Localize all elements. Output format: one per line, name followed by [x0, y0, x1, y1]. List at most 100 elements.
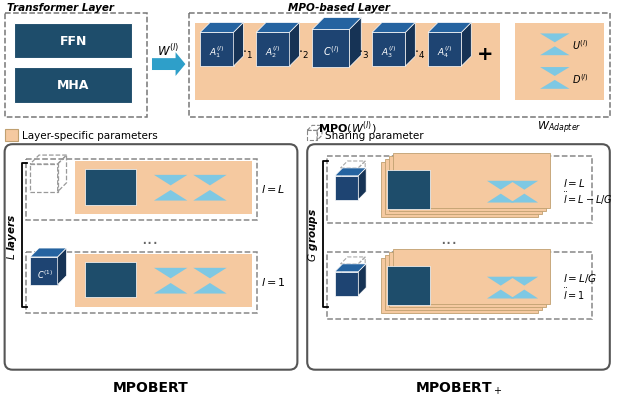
- Bar: [30, 164, 57, 192]
- Text: $\cdot_3$: $\cdot_3$: [358, 47, 369, 61]
- Bar: [4, 14, 147, 117]
- Text: $D^{(l)}$: $D^{(l)}$: [572, 72, 589, 85]
- Text: $C^{(l)}$: $C^{(l)}$: [323, 44, 339, 58]
- Text: MPOBERT$_+$: MPOBERT$_+$: [415, 379, 502, 396]
- Bar: [387, 266, 430, 306]
- Bar: [85, 170, 136, 205]
- Polygon shape: [428, 23, 471, 33]
- Polygon shape: [312, 19, 361, 30]
- Bar: [341, 264, 358, 282]
- Text: $l = L$: $l = L$: [563, 176, 585, 188]
- Bar: [195, 23, 500, 100]
- Bar: [30, 257, 57, 285]
- Polygon shape: [152, 53, 185, 77]
- Bar: [14, 23, 132, 59]
- Bar: [334, 272, 358, 296]
- Polygon shape: [510, 277, 538, 286]
- Text: $A_4^{(l)}$: $A_4^{(l)}$: [437, 44, 452, 60]
- Bar: [385, 160, 542, 215]
- Polygon shape: [540, 81, 570, 90]
- Text: $\ddot{l} = 1$: $\ddot{l} = 1$: [563, 286, 585, 301]
- Polygon shape: [462, 23, 471, 67]
- Text: $l = 1$: $l = 1$: [261, 275, 286, 287]
- Bar: [381, 162, 538, 218]
- Polygon shape: [372, 23, 416, 33]
- Bar: [341, 168, 358, 186]
- Polygon shape: [193, 283, 227, 294]
- Text: $W^{(l)}$: $W^{(l)}$: [157, 43, 180, 59]
- Text: $U^{(l)}$: $U^{(l)}$: [572, 38, 589, 52]
- Polygon shape: [487, 181, 515, 190]
- Text: $l = L$: $l = L$: [261, 182, 285, 194]
- Polygon shape: [233, 23, 243, 67]
- Text: Layer-specific parameters: Layer-specific parameters: [22, 131, 158, 141]
- Bar: [381, 258, 538, 313]
- Text: $\mathbf{MPO}(W^{(l)})$: $\mathbf{MPO}(W^{(l)})$: [318, 119, 377, 137]
- Polygon shape: [406, 23, 416, 67]
- Bar: [387, 171, 430, 210]
- Text: MPO-based Layer: MPO-based Layer: [288, 3, 389, 13]
- Bar: [327, 252, 592, 320]
- Bar: [392, 154, 550, 209]
- Bar: [389, 157, 546, 212]
- Bar: [76, 254, 252, 308]
- Polygon shape: [154, 268, 187, 279]
- Polygon shape: [487, 194, 515, 203]
- Bar: [327, 157, 592, 224]
- Polygon shape: [193, 268, 227, 279]
- Polygon shape: [154, 191, 187, 201]
- Text: $L$ layers: $L$ layers: [6, 212, 19, 259]
- Text: Sharing parameter: Sharing parameter: [325, 131, 424, 141]
- Polygon shape: [256, 23, 300, 33]
- Text: $A_2^{(l)}$: $A_2^{(l)}$: [265, 44, 281, 60]
- Text: $A_1^{(l)}$: $A_1^{(l)}$: [209, 44, 225, 60]
- Text: $\cdot_4$: $\cdot_4$: [414, 47, 425, 61]
- Bar: [200, 33, 233, 67]
- Bar: [312, 30, 349, 68]
- Bar: [389, 252, 546, 308]
- Text: $C^{(1)}$: $C^{(1)}$: [37, 268, 53, 280]
- Bar: [428, 33, 462, 67]
- Polygon shape: [358, 264, 366, 296]
- Polygon shape: [193, 191, 227, 201]
- Bar: [189, 14, 610, 117]
- Polygon shape: [334, 168, 366, 177]
- Text: ...: ...: [142, 230, 158, 247]
- Polygon shape: [510, 290, 538, 299]
- Bar: [14, 68, 132, 103]
- Text: $\cdot_2$: $\cdot_2$: [298, 47, 309, 61]
- Bar: [515, 23, 604, 100]
- Polygon shape: [30, 248, 67, 257]
- Text: $\ddot{l} = L-L/G$: $\ddot{l} = L-L/G$: [563, 190, 613, 206]
- Polygon shape: [358, 168, 366, 200]
- Polygon shape: [57, 248, 67, 285]
- Polygon shape: [193, 175, 227, 186]
- Text: Transformer Layer: Transformer Layer: [7, 3, 114, 13]
- Polygon shape: [290, 23, 300, 67]
- Bar: [307, 131, 317, 141]
- Bar: [85, 262, 136, 298]
- Text: ...: ...: [440, 230, 457, 247]
- Polygon shape: [487, 290, 515, 299]
- Text: $G$ groups: $G$ groups: [306, 208, 320, 262]
- Polygon shape: [349, 19, 361, 68]
- Bar: [392, 249, 550, 305]
- Bar: [256, 33, 290, 67]
- Polygon shape: [540, 34, 570, 43]
- Text: FFN: FFN: [60, 35, 87, 48]
- Polygon shape: [154, 175, 187, 186]
- Polygon shape: [540, 68, 570, 77]
- Bar: [4, 130, 18, 142]
- Bar: [26, 252, 257, 313]
- Bar: [372, 33, 406, 67]
- Polygon shape: [200, 23, 243, 33]
- Polygon shape: [154, 283, 187, 294]
- Text: $W_{Adapter}$: $W_{Adapter}$: [537, 119, 582, 136]
- Polygon shape: [510, 194, 538, 203]
- Polygon shape: [334, 264, 366, 272]
- Polygon shape: [487, 277, 515, 286]
- Text: MHA: MHA: [57, 79, 90, 92]
- Text: MPOBERT: MPOBERT: [113, 379, 189, 394]
- Polygon shape: [540, 47, 570, 56]
- Text: $A_3^{(l)}$: $A_3^{(l)}$: [381, 44, 396, 60]
